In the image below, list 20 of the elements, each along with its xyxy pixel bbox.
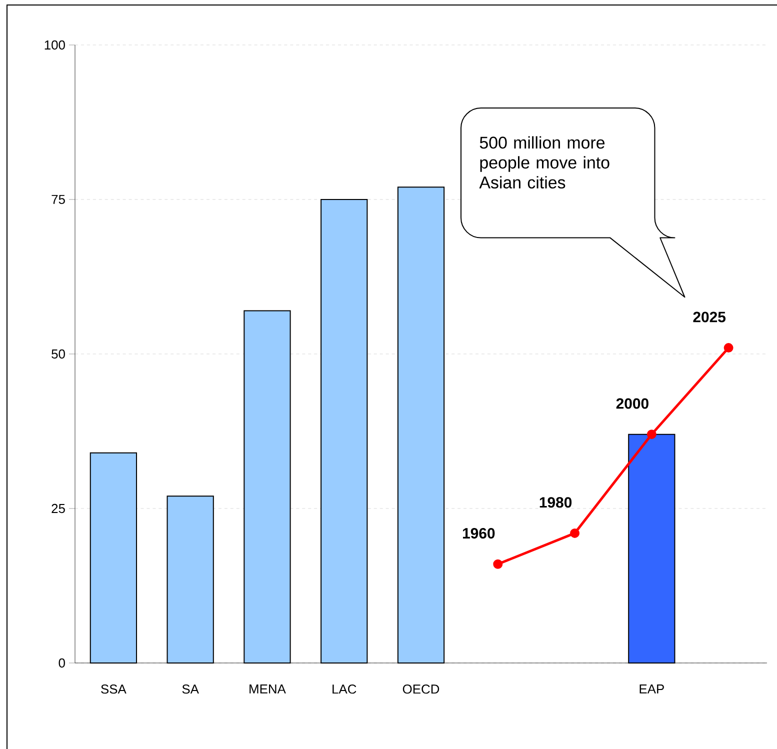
annotation: 2000 [616,398,648,409]
annotation: 1960 [462,528,495,539]
point [724,343,734,353]
y-tick-label: 0 [58,658,65,668]
x-tick-label: OECD [402,684,440,694]
x-tick-label: SA [182,684,199,694]
x-tick-label: SSA [101,684,126,694]
x-tick-label: LAC [332,684,356,694]
annotation: 1980 [540,497,572,508]
y-tick-label: 75 [52,194,65,204]
x-tick-label: MENA [250,684,286,694]
x-tick-label: EAP [640,684,664,694]
y-tick-label: 25 [52,504,65,514]
point [493,559,503,569]
annotation: 2025 [693,312,726,322]
annotation: 500 million more people move into Asian cities [479,136,610,189]
y-tick-label: 50 [52,349,65,359]
point [646,430,656,440]
point [570,528,580,538]
y-tick-label: 100 [44,40,65,50]
